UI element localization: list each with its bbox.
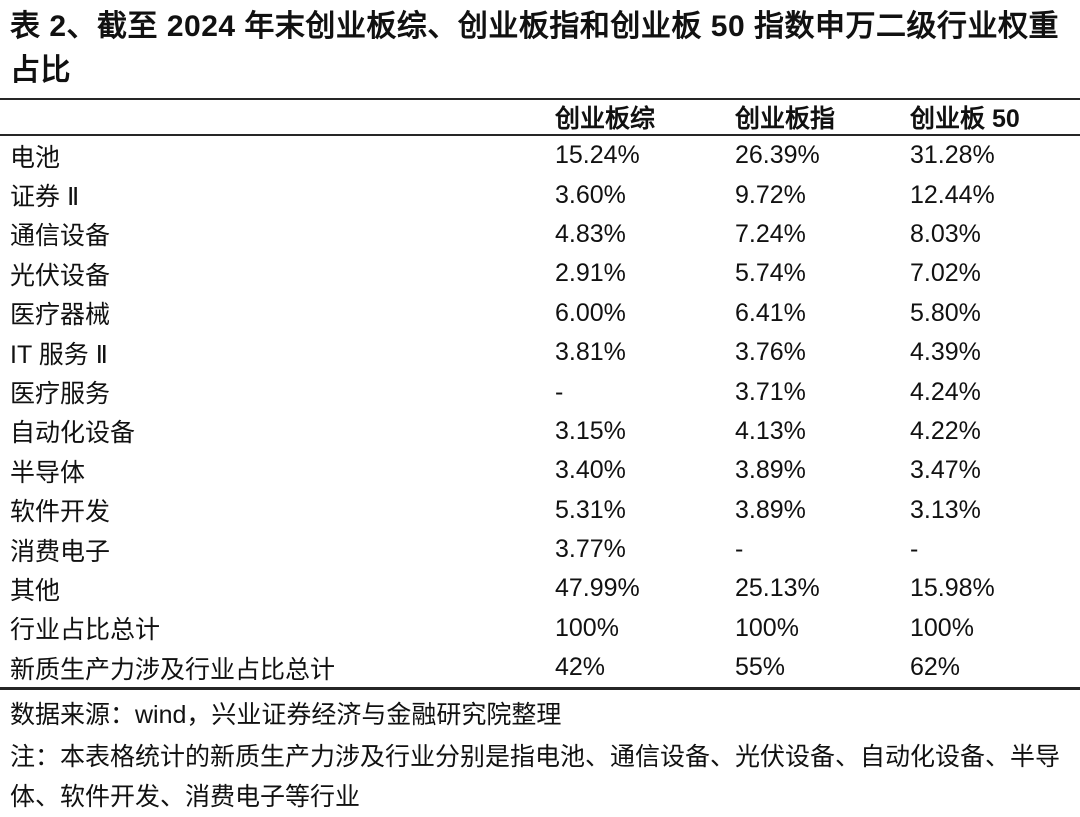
row-value: 3.89% — [735, 495, 806, 524]
row-value: 100% — [735, 613, 799, 642]
row-label: IT 服务 Ⅱ — [10, 340, 108, 369]
table-row: 电池 15.24% 26.39% 31.28% — [0, 136, 1080, 175]
row-value: 15.24% — [555, 141, 640, 170]
row-value: 62% — [910, 653, 961, 682]
row-value: 4.13% — [735, 416, 806, 445]
row-value: 55% — [735, 653, 786, 682]
row-value: 7.02% — [910, 259, 981, 288]
table-row: 证券 Ⅱ 3.60% 9.72% 12.44% — [0, 175, 1080, 214]
column-header-cyb-50: 创业板 50 — [910, 105, 1020, 133]
row-value: 3.76% — [735, 338, 806, 367]
row-value: 5.80% — [910, 298, 981, 327]
row-value: 2.91% — [555, 259, 626, 288]
row-value: 6.41% — [735, 298, 806, 327]
row-value: 31.28% — [910, 141, 995, 170]
row-value: 25.13% — [735, 574, 820, 603]
row-label: 自动化设备 — [10, 419, 136, 448]
row-value: 42% — [555, 653, 606, 682]
row-value: 100% — [910, 613, 974, 642]
row-value: 3.13% — [910, 495, 981, 524]
row-value: 4.22% — [910, 416, 981, 445]
row-value: 5.74% — [735, 259, 806, 288]
data-source-text: 数据来源：wind，兴业证券经济与金融研究院整理 — [10, 701, 562, 730]
row-value: 3.15% — [555, 416, 626, 445]
row-value: 12.44% — [910, 180, 995, 209]
table-row: 自动化设备 3.15% 4.13% 4.22% — [0, 412, 1080, 451]
table-row: 半导体 3.40% 3.89% 3.47% — [0, 451, 1080, 490]
table-row: 医疗器械 6.00% 6.41% 5.80% — [0, 294, 1080, 333]
table-row: 通信设备 4.83% 7.24% 8.03% — [0, 215, 1080, 254]
row-value: - — [910, 535, 919, 564]
row-value: 3.71% — [735, 377, 806, 406]
row-value: 3.77% — [555, 535, 626, 564]
table-title: 表 2、截至 2024 年末创业板综、创业板指和创业板 50 指数申万二级行业权… — [10, 10, 1059, 87]
row-value: 15.98% — [910, 574, 995, 603]
row-value: 3.40% — [555, 456, 626, 485]
table-row: 光伏设备 2.91% 5.74% 7.02% — [0, 254, 1080, 293]
table-row: 消费电子 3.77% - - — [0, 530, 1080, 569]
row-value: - — [555, 377, 564, 406]
row-label: 行业占比总计 — [10, 616, 161, 645]
table-header-row: 创业板综 创业板指 创业板 50 — [0, 98, 1080, 136]
row-value: 100% — [555, 613, 619, 642]
table-row: 医疗服务 - 3.71% 4.24% — [0, 372, 1080, 411]
column-header-cyb-composite: 创业板综 — [555, 105, 656, 133]
row-label: 医疗服务 — [10, 380, 111, 409]
footnote-text: 注：本表格统计的新质生产力涉及行业分别是指电池、通信设备、光伏设备、自动化设备、… — [10, 743, 1061, 812]
table-row: 软件开发 5.31% 3.89% 3.13% — [0, 491, 1080, 530]
row-value: 8.03% — [910, 219, 981, 248]
row-value: 3.60% — [555, 180, 626, 209]
row-value: 3.89% — [735, 456, 806, 485]
row-value: 3.81% — [555, 338, 626, 367]
table-row: 其他 47.99% 25.13% 15.98% — [0, 569, 1080, 608]
row-label: 消费电子 — [10, 537, 111, 566]
row-label: 通信设备 — [10, 222, 111, 251]
row-value: 4.24% — [910, 377, 981, 406]
row-label: 其他 — [10, 576, 61, 605]
row-label: 半导体 — [10, 458, 86, 487]
row-value: 5.31% — [555, 495, 626, 524]
row-value: 9.72% — [735, 180, 806, 209]
row-label: 新质生产力涉及行业占比总计 — [10, 655, 336, 684]
row-value: 7.24% — [735, 219, 806, 248]
table-row: 行业占比总计 100% 100% 100% — [0, 609, 1080, 648]
row-value: 47.99% — [555, 574, 640, 603]
row-label: 医疗器械 — [10, 301, 111, 330]
row-value: - — [735, 535, 744, 564]
table-body: 电池 15.24% 26.39% 31.28% 证券 Ⅱ 3.60% 9.72% 12.44%… — [0, 136, 1080, 691]
row-value: 26.39% — [735, 141, 820, 170]
table-row: IT 服务 Ⅱ 3.81% 3.76% 4.39% — [0, 333, 1080, 372]
row-value: 4.83% — [555, 219, 626, 248]
row-value: 4.39% — [910, 338, 981, 367]
row-value: 6.00% — [555, 298, 626, 327]
row-label: 光伏设备 — [10, 261, 111, 290]
column-header-cyb-index: 创业板指 — [735, 105, 836, 133]
row-label: 软件开发 — [10, 498, 111, 527]
row-value: 3.47% — [910, 456, 981, 485]
row-label: 电池 — [10, 143, 61, 172]
table-row: 新质生产力涉及行业占比总计 42% 55% 62% — [0, 648, 1080, 687]
row-label: 证券 Ⅱ — [10, 183, 80, 212]
